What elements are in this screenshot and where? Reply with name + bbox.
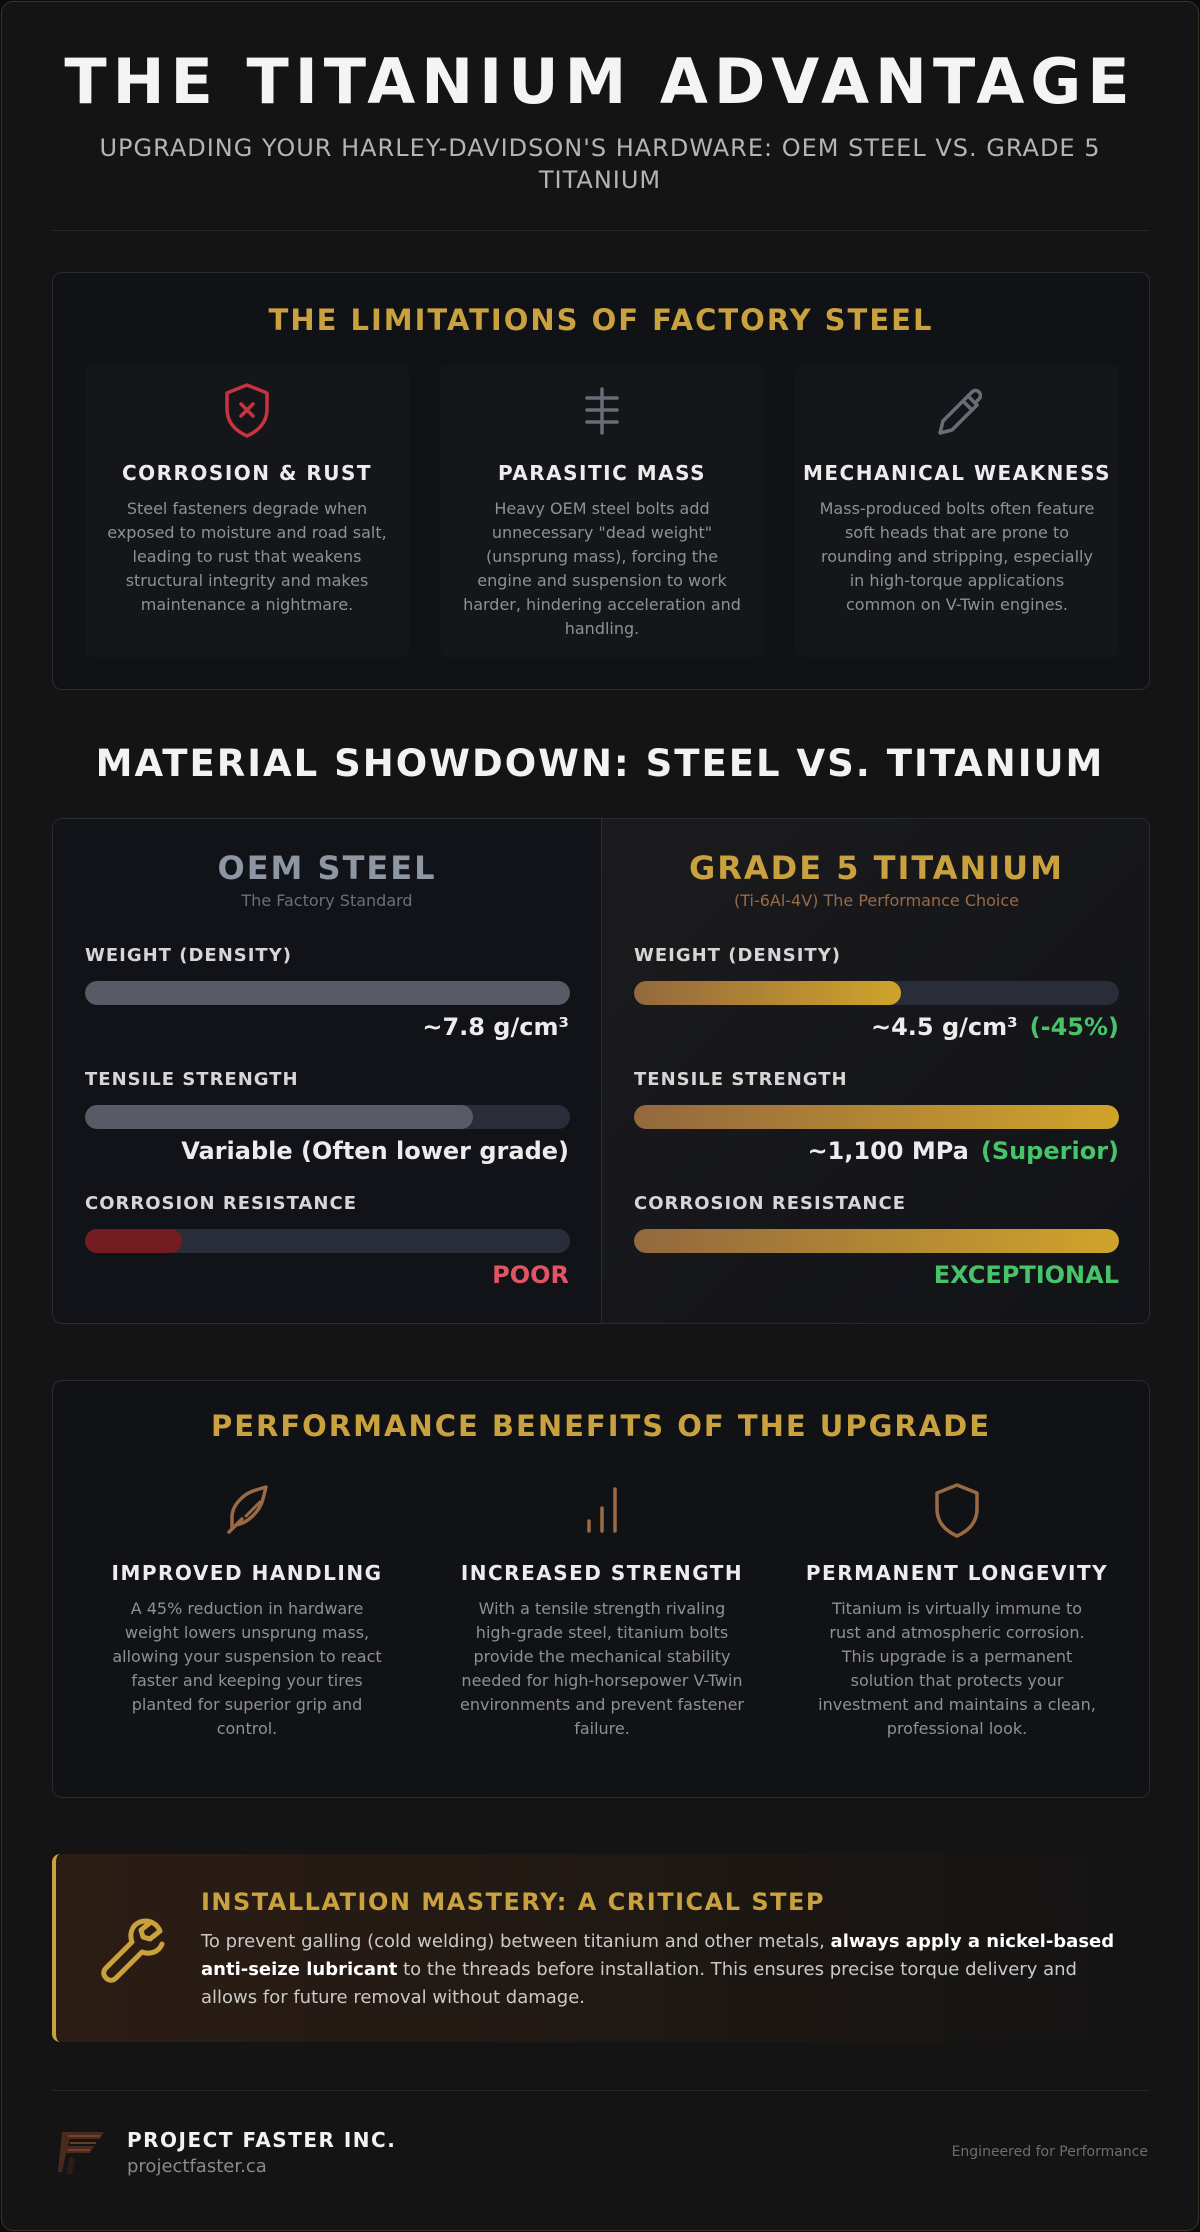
benefit-text: Titanium is virtually immune to rust and… bbox=[818, 1599, 1096, 1738]
shield-x-icon bbox=[222, 381, 272, 439]
limitation-card-title: PARASITIC MASS bbox=[497, 461, 707, 485]
bar-chart-icon bbox=[577, 1481, 627, 1539]
titanium-column: GRADE 5 TITANIUM (Ti-6Al-4V) The Perform… bbox=[602, 819, 1149, 1323]
titanium-strength-highlight: (Superior) bbox=[980, 1137, 1119, 1165]
benefit-text: With a tensile strength rivaling high-gr… bbox=[460, 1599, 744, 1738]
limitation-card-title: MECHANICAL WEAKNESS bbox=[802, 461, 1111, 485]
titanium-strength-value-text: ~1,100 MPa bbox=[807, 1137, 969, 1165]
limitation-card-text: Heavy OEM steel bolts add unnecessary "d… bbox=[463, 499, 741, 638]
divider bbox=[52, 2090, 1150, 2091]
titanium-strength-bar bbox=[634, 1105, 1119, 1129]
divider bbox=[52, 230, 1150, 231]
installation-callout: INSTALLATION MASTERY: A CRITICAL STEP To… bbox=[52, 1854, 1150, 2042]
titanium-subtitle: (Ti-6Al-4V) The Performance Choice bbox=[733, 891, 1020, 910]
limitation-card-text: Mass-produced bolts often feature soft h… bbox=[819, 499, 1095, 614]
titanium-strength-value: ~1,100 MPa (Superior) bbox=[807, 1137, 1119, 1165]
callout-text-part: To prevent galling (cold welding) betwee… bbox=[201, 1931, 831, 1952]
benefit-handling: IMPROVED HANDLING A 45% reduction in har… bbox=[85, 1481, 409, 1781]
titanium-corrosion-fill bbox=[634, 1229, 1119, 1253]
steel-weight-label: WEIGHT (DENSITY) bbox=[85, 945, 292, 966]
limitation-card-title: CORROSION & RUST bbox=[121, 461, 373, 485]
callout-title: INSTALLATION MASTERY: A CRITICAL STEP bbox=[201, 1888, 825, 1916]
company-url[interactable]: projectfaster.ca bbox=[127, 2156, 267, 2177]
titanium-corrosion-value: EXCEPTIONAL bbox=[934, 1261, 1119, 1289]
titanium-title: GRADE 5 TITANIUM bbox=[689, 849, 1064, 887]
titanium-corrosion-bar bbox=[634, 1229, 1119, 1253]
limitation-card-mass: PARASITIC MASS Heavy OEM steel bolts add… bbox=[440, 365, 764, 657]
steel-weight-value: ~7.8 g/cm³ bbox=[422, 1013, 569, 1041]
limitation-card-weakness: MECHANICAL WEAKNESS Mass-produced bolts … bbox=[795, 365, 1119, 657]
steel-column: OEM STEEL The Factory Standard WEIGHT (D… bbox=[53, 819, 602, 1323]
f-logo-icon bbox=[56, 2126, 108, 2178]
callout-text-part: to the threads before installation. This… bbox=[201, 1959, 1077, 2008]
steel-corrosion-fill bbox=[85, 1229, 182, 1253]
steel-corrosion-label: CORROSION RESISTANCE bbox=[85, 1193, 357, 1214]
steel-corrosion-bar bbox=[85, 1229, 570, 1253]
titanium-corrosion-value-text: EXCEPTIONAL bbox=[933, 1261, 1119, 1289]
titanium-weight-value-text: ~4.5 g/cm³ bbox=[870, 1013, 1018, 1041]
titanium-weight-label: WEIGHT (DENSITY) bbox=[634, 945, 841, 966]
showdown-title: MATERIAL SHOWDOWN: STEEL VS. TITANIUM bbox=[95, 742, 1105, 785]
hero: THE TITANIUM ADVANTAGE UPGRADING YOUR HA… bbox=[2, 42, 1198, 196]
limitations-title: THE LIMITATIONS OF FACTORY STEEL bbox=[268, 303, 934, 337]
titanium-strength-fill bbox=[634, 1105, 1119, 1129]
titanium-strength-label: TENSILE STRENGTH bbox=[634, 1069, 848, 1090]
steel-strength-value-text: Variable (Often lower grade) bbox=[181, 1137, 569, 1165]
limitation-card-text: Steel fasteners degrade when exposed to … bbox=[107, 499, 387, 614]
callout-text: To prevent galling (cold welding) betwee… bbox=[201, 1928, 1126, 2012]
pencil-icon bbox=[932, 381, 983, 439]
titanium-weight-highlight: (-45%) bbox=[1029, 1013, 1119, 1041]
steel-strength-value: Variable (Often lower grade) bbox=[181, 1137, 569, 1165]
steel-subtitle: The Factory Standard bbox=[241, 891, 413, 910]
steel-weight-bar bbox=[85, 981, 570, 1005]
benefits-title: PERFORMANCE BENEFITS OF THE UPGRADE bbox=[210, 1409, 992, 1443]
steel-strength-fill bbox=[85, 1105, 473, 1129]
steel-corrosion-value: POOR bbox=[492, 1261, 569, 1289]
titanium-weight-fill bbox=[634, 981, 901, 1005]
feather-icon bbox=[222, 1481, 272, 1539]
wrench-icon bbox=[94, 1912, 168, 1986]
titanium-corrosion-label: CORROSION RESISTANCE bbox=[634, 1193, 906, 1214]
steel-weight-value-text: ~7.8 g/cm³ bbox=[422, 1013, 569, 1041]
titanium-weight-bar bbox=[634, 981, 1119, 1005]
benefit-title: PERMANENT LONGEVITY bbox=[805, 1561, 1109, 1585]
titanium-weight-value: ~4.5 g/cm³ (-45%) bbox=[871, 1013, 1119, 1041]
limitations-panel: THE LIMITATIONS OF FACTORY STEEL CORROSI… bbox=[52, 272, 1150, 690]
benefit-strength: INCREASED STRENGTH With a tensile streng… bbox=[440, 1481, 764, 1781]
limitation-card-corrosion: CORROSION & RUST Steel fasteners degrade… bbox=[85, 365, 409, 657]
benefit-longevity: PERMANENT LONGEVITY Titanium is virtuall… bbox=[795, 1481, 1119, 1781]
steel-weight-fill bbox=[85, 981, 570, 1005]
comparison-table: OEM STEEL The Factory Standard WEIGHT (D… bbox=[52, 818, 1150, 1324]
steel-title: OEM STEEL bbox=[217, 849, 437, 887]
steel-corrosion-value-text: POOR bbox=[492, 1261, 569, 1289]
footer-tagline: Engineered for Performance bbox=[951, 2144, 1148, 2160]
page-title: THE TITANIUM ADVANTAGE bbox=[64, 45, 1136, 118]
benefit-title: IMPROVED HANDLING bbox=[111, 1561, 383, 1585]
shield-icon bbox=[932, 1481, 982, 1539]
company-name: PROJECT FASTER INC. bbox=[127, 2128, 397, 2152]
page-subtitle: UPGRADING YOUR HARLEY-DAVIDSON'S HARDWAR… bbox=[99, 134, 1101, 194]
benefit-text: A 45% reduction in hardware weight lower… bbox=[112, 1599, 382, 1738]
callout-text-emphasis: always apply a nickel-based anti-seize l… bbox=[201, 1931, 1115, 1980]
steel-strength-label: TENSILE STRENGTH bbox=[85, 1069, 299, 1090]
steel-strength-bar bbox=[85, 1105, 570, 1129]
benefit-title: INCREASED STRENGTH bbox=[460, 1561, 744, 1585]
weight-bar-icon bbox=[577, 381, 627, 439]
benefits-panel: PERFORMANCE BENEFITS OF THE UPGRADE IMPR… bbox=[52, 1380, 1150, 1798]
